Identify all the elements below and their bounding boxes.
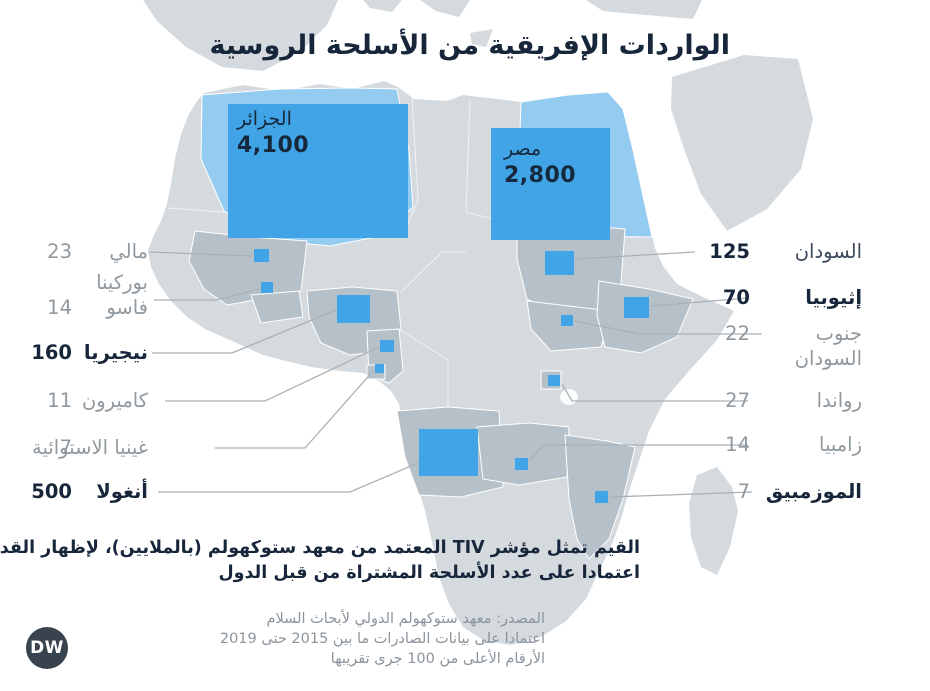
label-ethiopia: إثيوبيا — [805, 286, 862, 309]
square-equatorial-guinea — [375, 364, 384, 373]
sardinia-fragment — [363, 0, 402, 12]
footnote: القيم تمثل مؤشر TIV المعتمد من معهد ستوك… — [0, 536, 640, 587]
connector-zambia — [528, 444, 748, 462]
label-angola: أنغولا — [96, 480, 148, 503]
square-rwanda — [548, 375, 560, 386]
label-cameroon: كاميرون — [81, 389, 148, 412]
square-sudan — [545, 251, 574, 275]
iberia-fragment — [143, 0, 338, 71]
source-note: المصدر: معهد ستوكهولم الدولي لأبحاث السل… — [220, 609, 545, 669]
square-egypt — [491, 128, 610, 240]
square-south-sudan — [561, 315, 573, 326]
egypt-name: مصر — [504, 138, 542, 160]
label-nigeria: نيجيريا — [83, 341, 148, 364]
page-title: الواردات الإفريقية من الأسلحة الروسية — [209, 30, 730, 61]
source-line1: المصدر: معهد ستوكهولم الدولي لأبحاث السل… — [266, 611, 545, 627]
value-angola: 500 — [31, 480, 72, 503]
algeria-label: الجزائر 4,100 — [237, 106, 309, 160]
value-equatorial-guinea: 7 — [59, 436, 72, 459]
border-congo — [398, 328, 449, 407]
italy-fragment — [420, 0, 470, 17]
connector-equatorial-guinea — [215, 369, 375, 449]
label-zambia: زامبيا — [819, 433, 862, 456]
label-mali: مالي — [109, 240, 148, 263]
square-ethiopia — [624, 297, 649, 318]
egypt-value: 2,800 — [504, 163, 577, 188]
connector-rwanda — [561, 383, 748, 402]
connector-cameroon — [165, 346, 380, 402]
value-burkina: 14 — [47, 296, 72, 319]
country-burkina-faso — [250, 290, 304, 324]
square-cameroon — [380, 340, 394, 352]
value-sudan: 125 — [709, 240, 750, 263]
dw-logo: DW — [26, 627, 68, 669]
connector-south-sudan — [574, 320, 762, 335]
label-rwanda: رواندا — [816, 389, 862, 412]
arabia-fragment — [671, 55, 813, 231]
connector-mali — [149, 251, 253, 257]
footnote-line2: اعتمادا على عدد الأسلحة المشتراة من قبل … — [218, 563, 641, 584]
algeria-value: 4,100 — [237, 133, 310, 158]
footnote-line1: القيم تمثل مؤشر TIV المعتمد من معهد ستوك… — [0, 538, 640, 558]
label-burkina-line1: بوركينا — [96, 271, 148, 294]
square-mozambique — [595, 491, 608, 503]
source-line2: اعتمادا على بيانات الصادرات ما بين 2015 … — [219, 631, 545, 647]
square-mali — [254, 249, 269, 262]
connector-angola — [158, 462, 419, 493]
value-mozambique: 7 — [737, 480, 750, 503]
label-burkina-line2: فاسو — [106, 296, 148, 319]
label-equatorial-guinea: غينيا الاستوائية — [31, 436, 148, 459]
label-sudan: السودان — [794, 240, 862, 263]
sicily-fragment — [470, 29, 493, 47]
source-line3: الأرقام الأعلى من 100 جرى تقريبها — [330, 651, 545, 667]
value-mali: 23 — [47, 240, 72, 263]
label-south-sudan-line2: السودان — [794, 347, 862, 370]
label-mozambique: الموزمبيق — [765, 480, 862, 503]
egypt-label: مصر 2,800 — [504, 136, 576, 190]
value-nigeria: 160 — [31, 341, 72, 364]
square-zambia — [515, 458, 528, 470]
square-algeria — [228, 104, 408, 238]
anatolia-fragment — [586, 0, 702, 19]
label-south-sudan-line1: جنوب — [815, 322, 862, 345]
connector-ethiopia — [650, 297, 749, 307]
connector-mozambique — [609, 491, 753, 498]
value-cameroon: 11 — [47, 389, 72, 412]
dw-logo-text: DW — [30, 638, 64, 658]
connector-burkina-faso — [154, 288, 261, 301]
square-angola — [419, 429, 478, 476]
value-zambia: 14 — [725, 433, 750, 456]
connector-sudan — [575, 251, 696, 260]
country-zambia — [476, 422, 570, 486]
square-nigeria — [337, 295, 370, 323]
algeria-name: الجزائر — [237, 108, 292, 130]
value-rwanda: 27 — [725, 389, 750, 412]
value-ethiopia: 70 — [722, 286, 750, 309]
value-south-sudan: 22 — [725, 322, 750, 345]
connector-nigeria — [152, 309, 337, 354]
square-burkina-faso — [261, 282, 273, 293]
border-niger-chad — [400, 251, 466, 293]
